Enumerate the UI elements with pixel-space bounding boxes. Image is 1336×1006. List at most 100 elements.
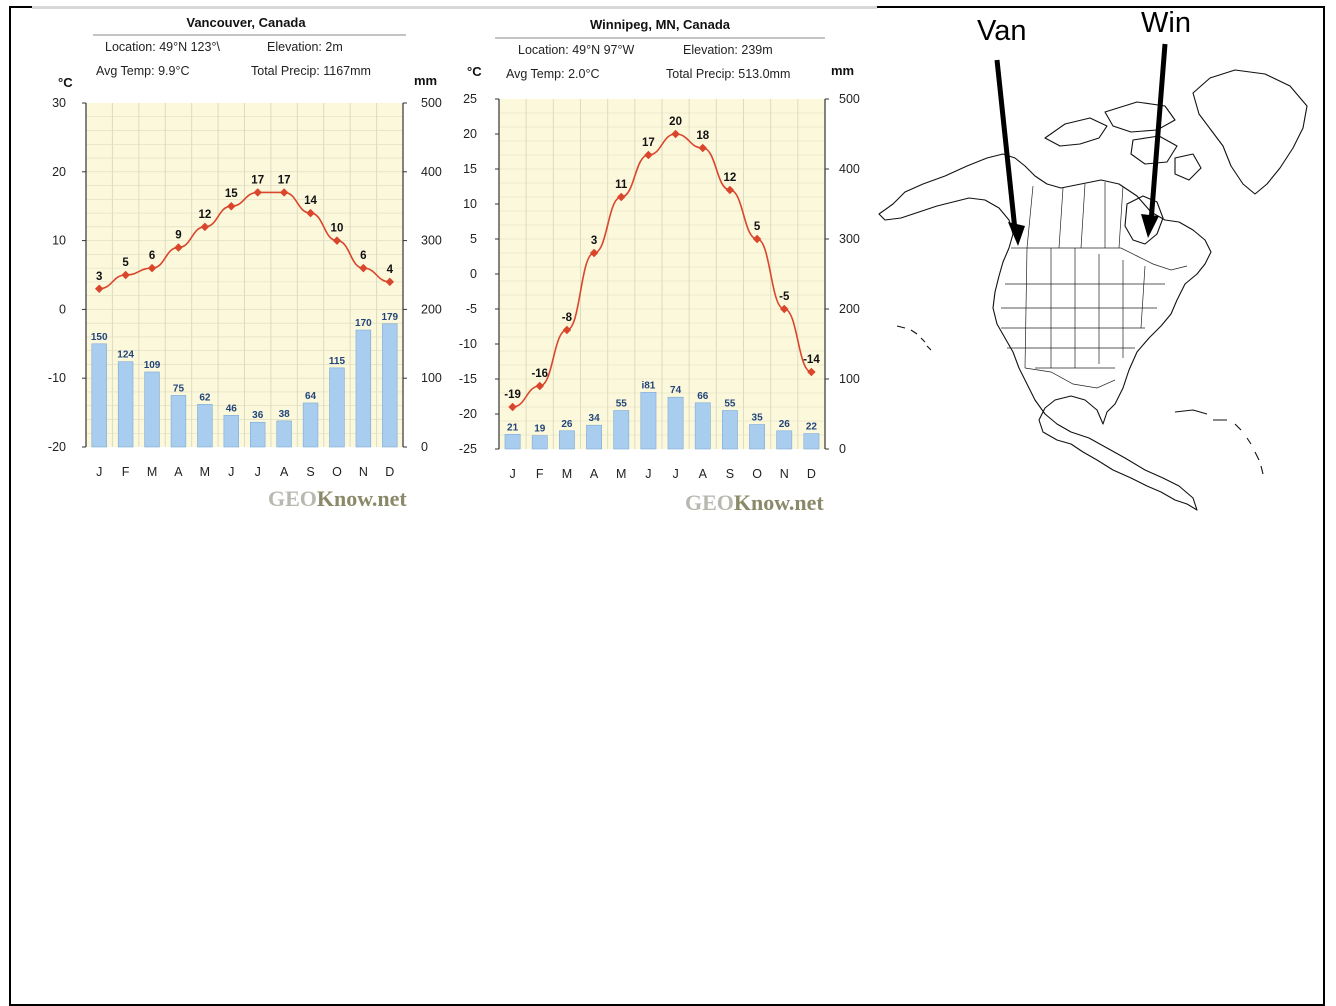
elevation-label: Elevation: 2m	[267, 40, 343, 54]
month-label: J	[96, 465, 102, 479]
temp-tick-label: 10	[52, 234, 66, 248]
precip-bar	[329, 367, 345, 448]
precip-bar	[144, 371, 160, 448]
temperature-point	[200, 222, 210, 232]
temperature-point	[644, 150, 653, 160]
month-label: J	[672, 467, 678, 481]
temperature-data-label: 4	[387, 264, 394, 276]
temperature-data-label: 20	[669, 116, 682, 128]
temp-tick-label: 0	[470, 267, 477, 281]
top-rule	[32, 6, 877, 9]
climate-chart-winnipeg: Winnipeg, MN, Canada Location: 49°N 97°W…	[459, 17, 860, 515]
temperature-point	[780, 304, 789, 314]
temperature-data-label: 3	[96, 271, 102, 283]
month-label: N	[359, 465, 368, 479]
us-canada-border	[1011, 247, 1188, 271]
temperature-data-label: 14	[304, 195, 317, 207]
precip-tick-label: 0	[839, 442, 846, 456]
precip-tick-label: 400	[421, 165, 442, 179]
temperature-point	[535, 381, 544, 391]
month-label: M	[616, 467, 626, 481]
temp-tick-label: 15	[463, 162, 477, 176]
temperature-data-label: 5	[122, 257, 129, 269]
month-label: S	[306, 465, 314, 479]
month-label: O	[332, 465, 342, 479]
precip-bar	[776, 430, 793, 450]
temperature-point	[385, 277, 395, 287]
precip-data-label: 38	[279, 409, 291, 420]
month-label: O	[752, 467, 762, 481]
precip-tick-label: 500	[421, 96, 442, 110]
precip-tick-label: 100	[839, 372, 860, 386]
month-label: M	[562, 467, 572, 481]
temperature-point	[279, 188, 289, 197]
temperature-data-label: 12	[198, 209, 211, 221]
temperature-point	[589, 248, 599, 258]
month-label: N	[780, 467, 789, 481]
precip-data-label: 26	[779, 419, 791, 430]
temp-tick-label: -25	[459, 442, 477, 456]
temperature-data-label: -14	[803, 354, 820, 366]
temperature-data-label: 3	[591, 235, 597, 247]
precip-tick-label: 200	[839, 302, 860, 316]
temperature-data-label: 18	[696, 130, 709, 142]
precip-data-label: 170	[355, 318, 372, 329]
precip-bar	[722, 410, 738, 450]
temperature-point	[359, 263, 368, 273]
month-label: A	[590, 467, 599, 481]
location-label: Location: 49°N 123°\	[105, 40, 220, 54]
temp-tick-label: 20	[463, 127, 477, 141]
month-label: J	[228, 465, 234, 479]
temperature-point	[306, 208, 315, 218]
precip-bar	[170, 395, 187, 448]
temperature-data-label: 6	[149, 250, 155, 262]
temp-tick-label: 30	[52, 96, 66, 110]
month-label: S	[726, 467, 734, 481]
temperature-data-label: 10	[331, 223, 344, 235]
month-label: D	[807, 467, 816, 481]
month-label: J	[509, 467, 515, 481]
precip-data-label: 55	[724, 399, 736, 410]
geoknow-watermark: GEOKnow.net	[268, 486, 407, 511]
precip-data-label: 66	[697, 391, 709, 402]
precip-bar	[559, 430, 575, 450]
temperature-data-label: 9	[175, 229, 181, 241]
temperature-point	[671, 129, 680, 139]
van-arrow	[994, 59, 1025, 246]
precip-bar	[355, 329, 372, 448]
temperature-data-label: 5	[754, 221, 761, 233]
precip-bar	[613, 410, 630, 450]
temperature-data-label: 17	[251, 174, 264, 186]
right-unit-label: mm	[831, 63, 854, 78]
precip-data-label: 22	[806, 422, 818, 433]
temperature-data-label: -19	[504, 389, 521, 401]
precip-bar	[117, 361, 134, 448]
precip-tick-label: 500	[839, 92, 860, 106]
month-label: M	[200, 465, 210, 479]
temp-tick-label: 10	[463, 197, 477, 211]
temperature-data-label: -5	[779, 291, 790, 303]
precip-data-label: 35	[752, 413, 764, 424]
avg-temp-label: Avg Temp: 2.0°C	[506, 67, 599, 81]
temperature-point	[562, 325, 572, 335]
temp-tick-label: -10	[48, 371, 66, 385]
temp-tick-label: 0	[59, 302, 66, 316]
temp-tick-label: -10	[459, 337, 477, 351]
temperature-point	[807, 367, 816, 377]
precip-data-label: 74	[670, 385, 682, 396]
chart-title: Winnipeg, MN, Canada	[590, 17, 731, 32]
arctic-islands-outline	[1044, 101, 1202, 181]
precip-bar	[382, 323, 398, 448]
precip-data-label: 34	[589, 413, 601, 424]
precip-data-label: 21	[507, 422, 519, 433]
climate-chart-vancouver: Vancouver, Canada Location: 49°N 123°\ E…	[48, 15, 442, 511]
precip-data-label: 55	[616, 399, 628, 410]
temperature-data-label: 12	[724, 172, 737, 184]
temperature-point	[332, 236, 342, 245]
precip-data-label: 62	[199, 392, 211, 403]
temperature-data-label: -8	[562, 312, 573, 324]
month-label: F	[536, 467, 544, 481]
precip-data-label: 75	[173, 383, 185, 394]
geoknow-watermark: GEOKnow.net	[685, 490, 824, 515]
temperature-point	[752, 234, 762, 244]
